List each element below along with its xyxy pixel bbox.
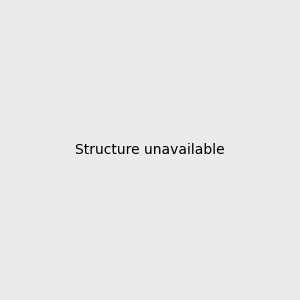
Text: Structure unavailable: Structure unavailable — [75, 143, 225, 157]
